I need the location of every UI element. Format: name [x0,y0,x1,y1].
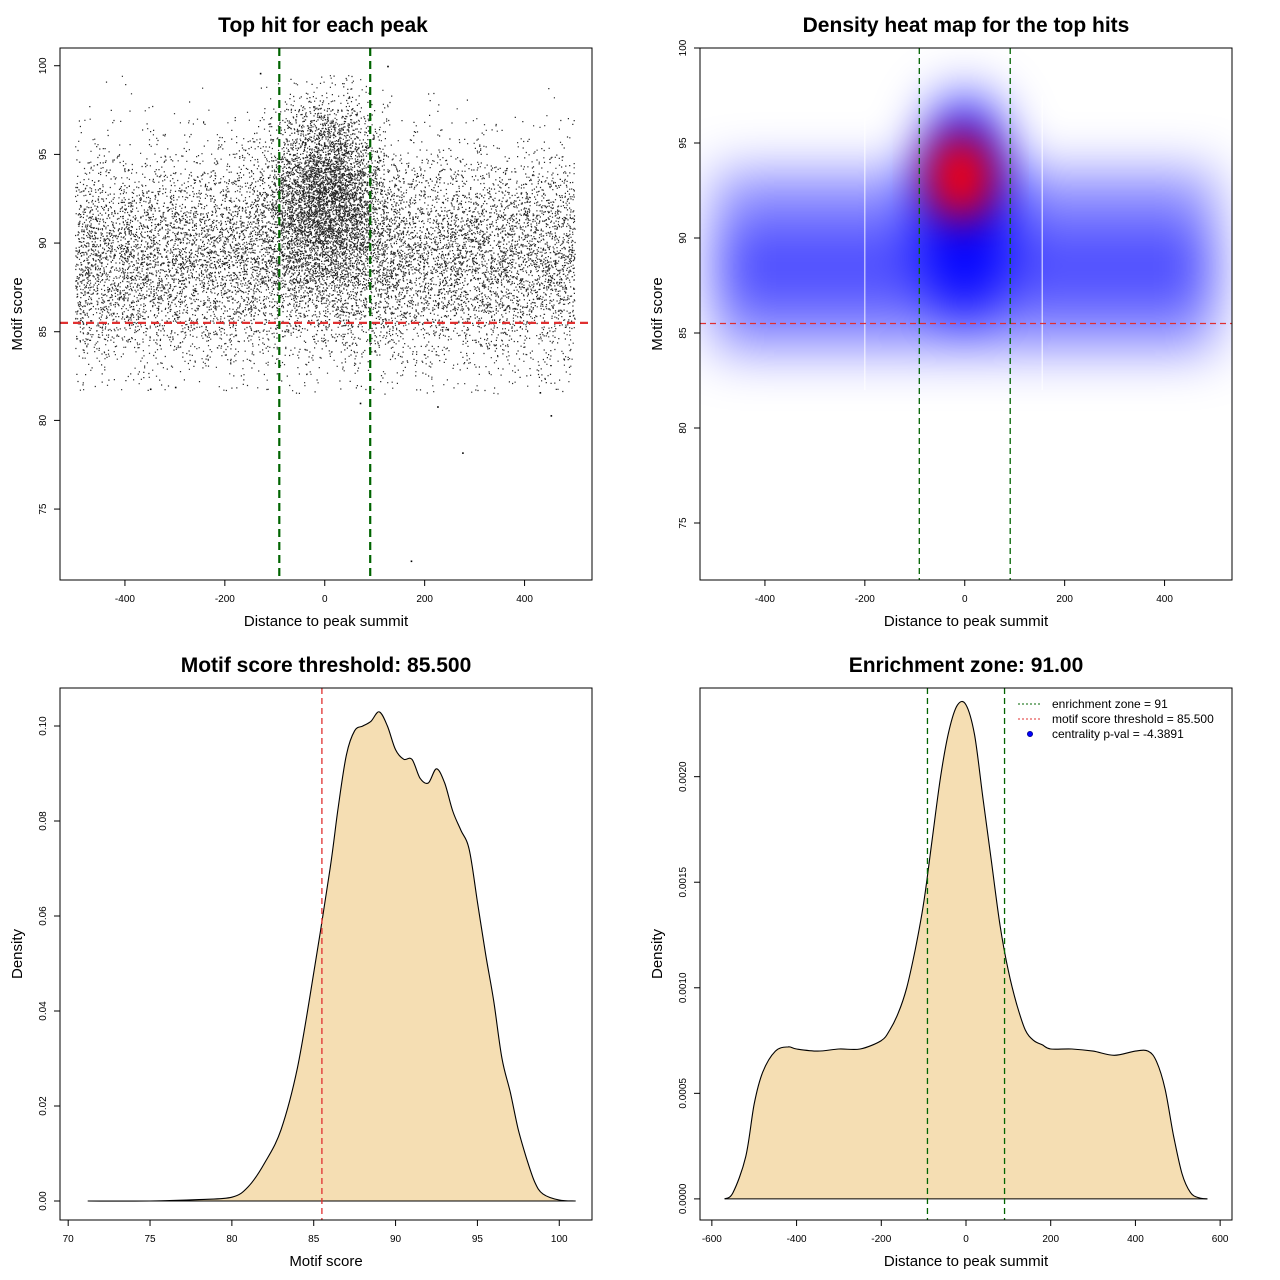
heatmap-peak [926,133,995,222]
legend-item-enrichment-zone: enrichment zone = 91 [1052,697,1168,711]
y-tick-label: 0.08 [38,811,49,831]
y-tick-label: 90 [678,232,689,244]
x-tick-label: 75 [144,1234,156,1245]
x-tick-label: 0 [322,594,328,605]
scatter-point [174,386,177,389]
x-tick-label: -200 [215,594,235,605]
heatmap-xlabel: Distance to peak summit [884,613,1049,630]
density-fill [87,711,576,1202]
x-tick-label: -400 [115,594,135,605]
legend: enrichment zone = 91 motif score thresho… [1018,697,1214,741]
scatter-point [437,406,439,408]
scatter-points [75,65,576,563]
score-density-ylabel: Density [9,928,26,979]
y-tick-label: 0.02 [38,1096,49,1116]
y-tick-label: 0.0020 [678,761,689,792]
legend-item-centrality: centrality p-val = -4.3891 [1052,727,1184,741]
y-tick-label: 0.0015 [678,866,689,897]
y-tick-label: 80 [678,422,689,434]
scatter-title: Top hit for each peak [218,14,428,37]
x-tick-label: 0 [962,594,968,605]
x-tick-label: 400 [1156,594,1173,605]
x-tick-label: -200 [855,594,875,605]
scatter-point [149,388,152,391]
y-tick-label: 0.0005 [678,1078,689,1109]
x-tick-label: -400 [755,594,775,605]
distance-density-area [724,700,1208,1200]
x-tick-label: -200 [871,1234,891,1245]
heatmap-density [700,48,1232,580]
x-tick-label: -600 [702,1234,722,1245]
heatmap-plot-frame [699,47,1233,581]
score-density-plot-frame [59,687,593,1221]
y-tick-label: 0.0000 [678,1183,689,1214]
y-tick-label: 0.06 [38,906,49,926]
x-tick-label: 70 [63,1234,75,1245]
y-tick-label: 75 [38,503,49,515]
scatter-point-cloud [75,75,576,395]
y-tick-label: 85 [38,326,49,338]
y-tick-label: 90 [38,237,49,249]
density-curve [724,700,1208,1200]
panel-scatter: Top hit for each peak Distance to peak s… [9,14,593,630]
heatmap-ylabel: Motif score [649,277,666,350]
scatter-point [462,452,464,454]
density-curve [87,711,576,1202]
x-tick-label: 400 [516,594,533,605]
score-density-area [87,711,576,1202]
scatter-point [359,402,362,405]
x-tick-label: -400 [787,1234,807,1245]
scatter-reference-lines [60,48,592,580]
y-tick-label: 85 [678,327,689,339]
legend-item-threshold: motif score threshold = 85.500 [1052,712,1214,726]
scatter-point [410,560,413,563]
x-tick-label: 400 [1127,1234,1144,1245]
x-tick-label: 100 [551,1234,568,1245]
scatter-point [539,392,542,394]
x-tick-label: 0 [963,1234,969,1245]
y-tick-label: 80 [38,414,49,426]
y-tick-label: 0.04 [38,1001,49,1021]
panel-score-density: Motif score threshold: 85.500 Motif scor… [9,654,593,1270]
distance-density-title: Enrichment zone: 91.00 [849,654,1084,677]
distance-density-reference-lines [926,688,1006,1220]
scatter-point [259,72,262,75]
x-tick-label: 85 [308,1234,320,1245]
scatter-point [550,415,553,417]
legend-swatch-centrality [1027,731,1034,738]
y-tick-label: 0.0010 [678,972,689,1003]
scatter-xlabel: Distance to peak summit [244,613,409,630]
heatmap-reference-lines [700,48,1232,580]
x-tick-label: 200 [1042,1234,1059,1245]
y-tick-label: 95 [678,137,689,149]
x-tick-label: 600 [1212,1234,1229,1245]
heatmap-peak-group [926,133,995,222]
x-tick-label: 80 [226,1234,238,1245]
density-fill [724,701,1208,1199]
y-tick-label: 100 [38,57,49,74]
y-tick-label: 95 [38,148,49,160]
x-tick-label: 200 [416,594,433,605]
x-tick-label: 90 [390,1234,402,1245]
y-tick-label: 0.00 [38,1191,49,1211]
scatter-ylabel: Motif score [9,277,26,350]
score-density-title: Motif score threshold: 85.500 [181,654,472,677]
scatter-plot-frame [59,47,593,581]
panel-heatmap: Density heat map for the top hits Distan… [649,14,1233,630]
score-density-xlabel: Motif score [289,1253,362,1270]
y-tick-label: 0.10 [38,716,49,736]
scatter-point [387,65,389,68]
x-tick-label: 200 [1056,594,1073,605]
heatmap-title: Density heat map for the top hits [803,14,1130,37]
y-tick-label: 75 [678,517,689,529]
distance-density-ylabel: Density [649,928,666,979]
panel-distance-density: Enrichment zone: 91.00 Distance to peak … [649,654,1233,1270]
distance-density-xlabel: Distance to peak summit [884,1253,1049,1270]
distance-density-plot-frame [699,687,1233,1221]
y-tick-label: 100 [678,39,689,56]
x-tick-label: 95 [472,1234,484,1245]
